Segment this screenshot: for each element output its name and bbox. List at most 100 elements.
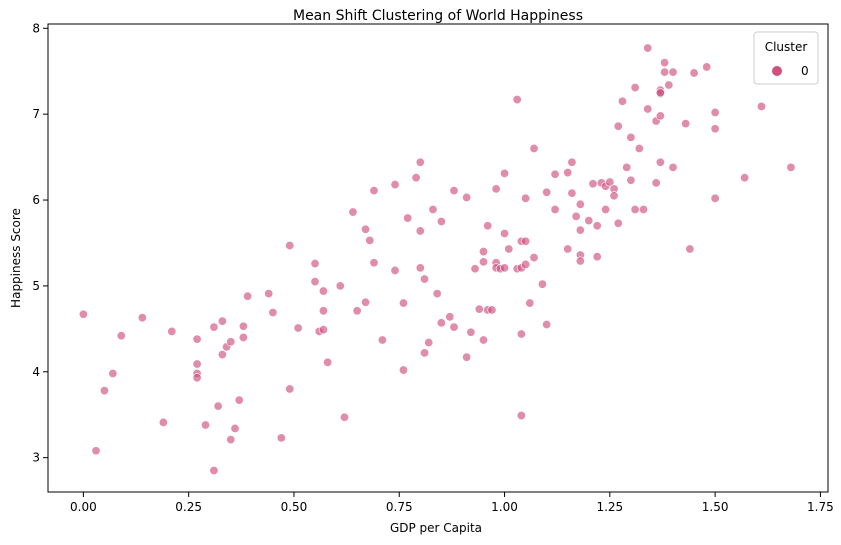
data-point	[390, 180, 400, 190]
data-point	[668, 67, 678, 77]
data-point	[158, 417, 168, 427]
data-point	[487, 305, 497, 315]
data-point	[516, 329, 526, 339]
data-point	[390, 265, 400, 275]
data-point	[137, 313, 147, 323]
y-tick-label: 5	[32, 279, 40, 293]
data-point	[571, 211, 581, 221]
data-point	[702, 62, 712, 72]
data-point	[478, 257, 488, 267]
data-point	[567, 157, 577, 167]
data-point	[167, 326, 177, 336]
data-point	[786, 162, 796, 172]
data-point	[622, 162, 632, 172]
data-point	[584, 216, 594, 226]
data-point	[639, 204, 649, 214]
data-point	[710, 124, 720, 134]
data-point	[420, 348, 430, 358]
data-point	[681, 119, 691, 129]
data-point	[592, 221, 602, 231]
data-point	[542, 187, 552, 197]
data-point	[617, 96, 627, 106]
legend-box	[753, 31, 819, 85]
data-point	[605, 177, 615, 187]
data-point	[361, 297, 371, 307]
x-tick-label: 0.75	[386, 500, 413, 514]
data-point	[78, 309, 88, 319]
data-point	[293, 323, 303, 333]
data-point	[226, 435, 236, 445]
data-point	[415, 226, 425, 236]
x-axis-ticks: 0.00 0.25 0.50 0.75 1.00 1.25 1.50 1.75	[70, 492, 834, 514]
x-tick-label: 1.25	[596, 500, 623, 514]
data-point	[420, 274, 430, 284]
x-tick-label: 1.75	[807, 500, 834, 514]
data-point	[710, 107, 720, 117]
legend-entry-label: 0	[801, 64, 809, 78]
data-point	[318, 286, 328, 296]
data-point	[192, 359, 202, 369]
y-tick-label: 3	[32, 451, 40, 465]
data-point	[217, 316, 227, 326]
data-point	[563, 168, 573, 178]
data-point	[575, 256, 585, 266]
data-point	[318, 306, 328, 316]
data-point	[588, 179, 598, 189]
data-point	[99, 386, 109, 396]
data-point	[630, 83, 640, 93]
data-point	[613, 121, 623, 131]
data-point	[474, 304, 484, 314]
data-point	[335, 281, 345, 291]
data-point	[521, 236, 531, 246]
data-point	[226, 337, 236, 347]
x-tick-label: 1.00	[491, 500, 518, 514]
data-point	[500, 168, 510, 178]
legend-marker	[772, 66, 782, 76]
x-tick-label: 0.00	[70, 500, 97, 514]
data-point	[243, 291, 253, 301]
data-point	[685, 244, 695, 254]
data-point	[529, 144, 539, 154]
data-point	[512, 95, 522, 105]
data-point	[500, 263, 510, 273]
data-point	[756, 101, 766, 111]
data-point	[403, 213, 413, 223]
data-point	[500, 229, 510, 239]
data-point	[601, 204, 611, 214]
data-point	[91, 446, 101, 456]
data-point	[483, 221, 493, 231]
data-point	[550, 204, 560, 214]
y-tick-label: 6	[32, 193, 40, 207]
data-point	[655, 157, 665, 167]
data-point	[285, 241, 295, 251]
data-point	[192, 373, 202, 383]
data-point	[466, 327, 476, 337]
data-point	[213, 401, 223, 411]
data-point	[238, 332, 248, 342]
data-point	[643, 104, 653, 114]
y-tick-label: 8	[32, 21, 40, 35]
y-tick-label: 7	[32, 107, 40, 121]
points-layer	[78, 43, 796, 476]
data-point	[689, 68, 699, 78]
data-point	[108, 368, 118, 378]
data-point	[504, 244, 514, 254]
data-point	[529, 253, 539, 263]
data-point	[613, 218, 623, 228]
data-point	[521, 259, 531, 269]
data-point	[449, 322, 459, 332]
data-point	[339, 412, 349, 422]
legend-title: Cluster	[765, 40, 808, 54]
data-point	[398, 365, 408, 375]
x-tick-label: 0.50	[281, 500, 308, 514]
data-point	[575, 225, 585, 235]
data-point	[436, 217, 446, 227]
data-point	[664, 80, 674, 90]
data-point	[238, 321, 248, 331]
data-point	[348, 207, 358, 217]
data-point	[234, 395, 244, 405]
data-point	[478, 247, 488, 257]
data-point	[643, 43, 653, 53]
x-tick-label: 0.25	[175, 500, 202, 514]
